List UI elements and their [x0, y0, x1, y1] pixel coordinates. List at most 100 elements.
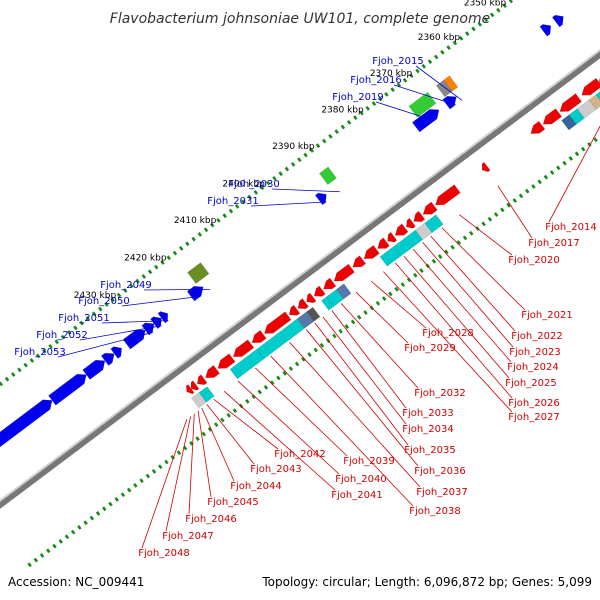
kbp-tick-label: 2430 kbp	[74, 291, 117, 301]
gene-feature	[561, 114, 577, 131]
gene-feature	[352, 255, 367, 268]
tick-dot	[98, 306, 103, 312]
leader-line	[305, 329, 419, 467]
tick-dot	[458, 35, 464, 41]
tick-dot	[46, 548, 51, 554]
tick-dot	[500, 207, 505, 213]
gene-feature	[110, 346, 123, 359]
gene-features	[0, 14, 600, 448]
leader-line	[57, 331, 153, 358]
gene-feature	[190, 380, 200, 391]
gene-label: Fjoh_2044	[230, 481, 281, 492]
gene-feature	[185, 384, 195, 395]
gene-feature	[422, 201, 438, 215]
gene-feature	[157, 311, 169, 324]
tick-dot	[114, 497, 119, 502]
tick-dot	[365, 105, 371, 111]
tick-dot	[409, 73, 414, 79]
gene-feature	[187, 262, 210, 285]
gene-feature	[256, 318, 305, 360]
gene-feature	[296, 311, 315, 329]
tick-dot	[294, 361, 300, 367]
leader-line	[201, 407, 235, 482]
tick-dot	[245, 398, 250, 404]
gene-label: Fjoh_2025	[505, 378, 556, 389]
gene-label: Fjoh_2049	[100, 280, 151, 291]
tick-dot	[10, 372, 16, 377]
tick-dot	[133, 483, 138, 488]
kbp-tick-label: 2390 kbp	[272, 142, 315, 152]
gene-feature	[542, 108, 563, 125]
tick-dot	[70, 529, 76, 535]
tick-dot	[315, 143, 321, 149]
tick-dot	[77, 525, 82, 530]
tick-dot	[266, 180, 271, 186]
gene-label: Fjoh_2030	[228, 179, 279, 190]
gene-feature	[82, 359, 106, 380]
tick-dot	[234, 204, 240, 209]
tick-dot	[543, 174, 549, 180]
tick-dot	[477, 21, 482, 27]
tick-dot	[89, 515, 95, 521]
tick-dot	[216, 218, 221, 223]
tick-dot	[253, 190, 259, 195]
gene-label: Fjoh_2032	[414, 388, 465, 399]
gene-feature	[217, 353, 236, 369]
leader-line	[340, 303, 419, 389]
leader-line	[213, 398, 279, 450]
tick-dot	[79, 320, 84, 326]
gene-feature	[232, 339, 255, 358]
gene-label: Fjoh_2019	[332, 92, 383, 103]
tick-dot	[496, 7, 501, 13]
gene-label: Fjoh_2039	[343, 456, 394, 467]
leader-line	[271, 188, 340, 193]
tick-dot	[375, 300, 381, 306]
tick-dot	[102, 506, 107, 512]
gene-feature	[394, 223, 409, 236]
tick-dot	[452, 40, 458, 46]
tick-dot	[172, 250, 178, 256]
tick-dot	[481, 221, 486, 227]
gene-label: Fjoh_2048	[138, 548, 189, 559]
gene-label: Fjoh_2023	[509, 347, 560, 358]
tick-dot	[35, 353, 41, 359]
tick-dot	[191, 236, 196, 242]
tick-dot	[129, 283, 134, 289]
tick-dot	[64, 534, 70, 540]
accession-text: Accession: NC_009441	[8, 575, 144, 589]
leader-line	[79, 325, 162, 341]
tick-dot	[284, 166, 290, 172]
gene-label: Fjoh_2015	[372, 56, 423, 67]
leader-line	[237, 380, 340, 475]
gene-feature	[408, 91, 437, 118]
gene-feature	[539, 24, 552, 37]
tick-dot	[126, 487, 132, 493]
tick-dot	[357, 314, 362, 320]
gene-feature	[435, 184, 461, 206]
gene-label: Fjoh_2035	[404, 445, 455, 456]
gene-feature	[251, 329, 267, 344]
tick-dot	[307, 352, 312, 358]
tick-dot	[580, 146, 586, 152]
leader-line	[322, 316, 407, 425]
tick-dot	[122, 288, 128, 293]
gene-label: Fjoh_2038	[409, 506, 460, 517]
leader-line	[289, 341, 421, 488]
tick-dot	[139, 478, 144, 484]
tick-dot	[493, 212, 499, 217]
backbone-highlight	[0, 49, 600, 502]
tick-dot	[440, 49, 445, 55]
tick-dot	[147, 269, 153, 275]
tick-dot	[396, 82, 402, 88]
tick-dot	[151, 468, 157, 474]
tick-dot	[437, 254, 443, 259]
kbp-tick-label: 2350 kbp	[464, 0, 507, 8]
kbp-tick-label: 2420 kbp	[124, 253, 167, 263]
gene-label: Fjoh_2021	[521, 310, 572, 321]
kbp-tick-label: 2360 kbp	[418, 33, 461, 43]
leader-line	[254, 367, 348, 457]
gene-feature	[318, 166, 337, 186]
tick-dot	[381, 296, 387, 301]
